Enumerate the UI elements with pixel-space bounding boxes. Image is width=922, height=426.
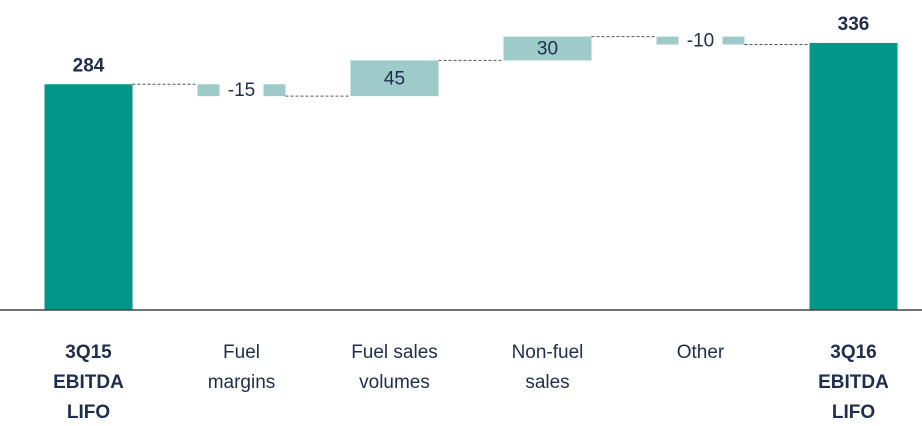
total-bar <box>44 84 133 310</box>
label-bg <box>219 80 264 101</box>
value-label: 45 <box>384 68 405 89</box>
category-label: 3Q15 <box>65 342 112 363</box>
value-label: -15 <box>228 80 255 101</box>
category-label: Fuel <box>223 342 260 363</box>
category-label: Fuel sales <box>351 342 438 363</box>
category-label: Non-fuel <box>512 342 584 363</box>
category-label: margins <box>208 372 276 393</box>
category-label: LIFO <box>67 402 110 423</box>
value-label: 336 <box>838 14 870 35</box>
category-label: volumes <box>359 372 430 393</box>
value-label: 284 <box>73 55 105 76</box>
category-label: LIFO <box>832 402 875 423</box>
delta-bar <box>503 36 592 61</box>
category-label: sales <box>525 372 569 393</box>
value-label: 30 <box>537 39 558 60</box>
category-label: Other <box>677 342 725 363</box>
category-label: EBITDA <box>818 372 889 393</box>
value-label: -10 <box>687 31 714 52</box>
category-label: 3Q16 <box>830 342 876 363</box>
total-bar <box>809 42 898 311</box>
delta-bar <box>350 60 439 97</box>
category-label: EBITDA <box>53 372 124 393</box>
label-bg <box>678 30 723 51</box>
